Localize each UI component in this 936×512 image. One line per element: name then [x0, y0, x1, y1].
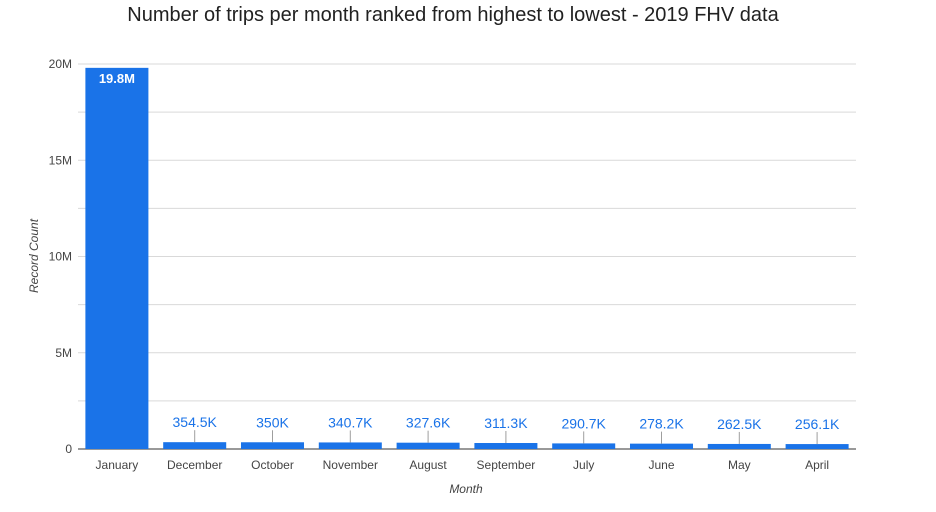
bar	[785, 444, 849, 449]
y-axis-title: Record Count	[27, 218, 41, 293]
x-tick-label: July	[573, 458, 594, 472]
x-tick-label: June	[648, 458, 674, 472]
data-label: 256.1K	[795, 416, 840, 432]
bar	[474, 443, 538, 449]
x-tick-label: November	[323, 458, 378, 472]
bar	[163, 442, 227, 449]
data-label: 340.7K	[328, 414, 373, 430]
data-label: 311.3K	[484, 415, 528, 431]
tick-labels: 0 5M 10M 15M 20M January December October Novemb…	[49, 57, 829, 472]
bar	[707, 443, 771, 449]
data-label: 19.8M	[99, 71, 135, 86]
y-tick-label: 0	[65, 442, 72, 456]
chart-title: Number of trips per month ranked from hi…	[127, 4, 779, 26]
x-tick-label: January	[96, 458, 139, 472]
x-tick-label: April	[805, 458, 829, 472]
x-tick-label: December	[167, 458, 222, 472]
bar	[629, 443, 694, 449]
bar	[85, 67, 149, 449]
data-label: 327.6K	[406, 415, 451, 431]
data-labels: 19.8M 354.5K 350K 340.7K 327.6K 311.3K 290.7K 2…	[99, 71, 840, 445]
y-tick-label: 15M	[49, 153, 72, 167]
bar	[396, 442, 460, 449]
bars-group	[85, 67, 849, 449]
x-tick-label: August	[409, 458, 447, 472]
y-tick-label: 10M	[49, 250, 72, 264]
bar	[552, 443, 616, 449]
x-tick-label: October	[251, 458, 294, 472]
x-tick-label: May	[728, 458, 751, 472]
bar	[240, 442, 305, 449]
data-label: 290.7K	[562, 415, 607, 431]
data-label: 278.2K	[639, 416, 684, 432]
data-label: 354.5K	[173, 414, 218, 430]
x-tick-label: September	[477, 458, 536, 472]
data-label: 350K	[256, 414, 289, 430]
y-tick-label: 5M	[55, 346, 72, 360]
bar	[318, 442, 382, 449]
data-label: 262.5K	[717, 416, 762, 432]
y-tick-label: 20M	[49, 57, 72, 71]
x-axis-title: Month	[449, 482, 483, 496]
gridlines	[78, 63, 856, 450]
